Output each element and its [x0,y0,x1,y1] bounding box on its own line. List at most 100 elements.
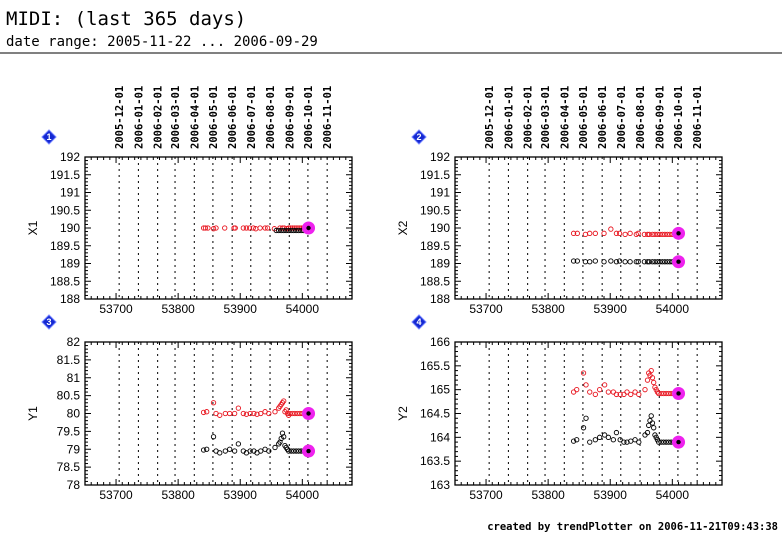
y-tick-label: 188.5 [50,274,80,288]
data-point-red [202,225,209,231]
panel-number-badge [41,314,57,330]
data-point-red [644,377,651,383]
data-point-black [665,439,672,445]
data-point-black [288,227,294,234]
data-point-black [286,227,292,234]
data-point-red [644,231,651,238]
data-point-red [292,410,298,417]
panel-number-badge [41,129,57,145]
data-point-red [217,412,223,418]
plot-frame [454,341,723,486]
data-point-black [295,227,302,234]
data-point-black [648,413,654,419]
month-tick-label: 2006-05-01 [578,86,590,149]
latest-marker-center [676,259,681,264]
y-tick-label: 189 [430,257,450,271]
data-point-red [570,230,577,236]
y-tick-label: 188 [430,292,450,306]
data-point-black [617,437,623,443]
data-point-red [601,382,608,388]
data-point-red [287,410,293,417]
data-point-red [294,410,301,417]
x-tick-label: 53900 [594,488,628,502]
data-point-red [587,230,593,236]
month-tick-label: 2006-01-01 [133,86,145,149]
data-point-black [641,259,648,265]
panel-1: 2005-12-01 2006-01-01 2006-02-01 2006-03-01… [26,86,353,316]
month-tick-label: 2006-02-01 [153,86,165,149]
data-point-red [662,231,668,238]
latest-marker-center [676,439,681,445]
data-point-black [295,448,302,454]
data-point-red [582,231,589,238]
data-point-red [258,410,264,417]
data-point-red [632,389,638,395]
data-point-black [580,425,587,431]
data-point-black [660,439,667,445]
data-point-black [592,258,598,264]
data-point-red [232,225,238,231]
data-point-red [243,411,250,417]
panel-number-badge [411,129,427,145]
panel-number-badge [411,314,427,330]
y-tick-label: 81.5 [57,353,81,367]
data-point-black [632,437,638,443]
y-tick-label: 80.5 [57,389,81,403]
data-point-red [210,226,217,232]
data-point-red [264,225,271,231]
data-point-red [250,225,256,231]
data-point-red [613,391,620,398]
data-point-red [592,391,598,398]
x-tick-label: 53700 [99,302,133,316]
month-tick-label: 2006-02-01 [523,86,535,149]
month-tick-label: 2006-04-01 [559,86,571,149]
data-point-red [574,230,580,236]
data-point-black [658,439,664,445]
data-point-black [273,227,279,234]
data-point-black [570,258,577,264]
y-tick-label: 164.5 [420,407,450,421]
data-point-red [608,226,614,232]
data-point-black [649,259,656,265]
data-point-black [587,259,593,265]
date-range-subtitle: date range: 2005-11-22 ... 2006-09-29 [6,34,318,50]
latest-marker-center [676,231,681,236]
data-point-black [210,434,217,440]
data-point-red [628,391,634,398]
y-tick-label: 191 [60,186,80,200]
panel-number-label: 3 [46,317,51,327]
page-title: MIDI: (last 365 days) [6,8,246,30]
month-tick-label: 2006-03-01 [540,86,552,149]
y-tick-label: 79.5 [57,424,81,438]
data-point-black [627,259,633,265]
panel-number-label: 1 [46,132,51,142]
data-point-red [592,230,598,236]
data-point-red [205,225,211,231]
data-point-red [622,231,628,238]
latest-marker-center [306,448,311,454]
month-tick-label: 2005-12-01 [114,86,126,149]
y-tick-label: 192 [60,150,80,164]
month-tick-label: 2006-11-01 [322,86,334,149]
data-point-black [258,448,264,454]
data-point-black [649,420,656,426]
panel-2: 2005-12-01 2006-01-01 2006-02-01 2006-03-01… [396,86,723,316]
data-point-black [587,439,593,445]
panel-number-label: 2 [416,132,421,142]
data-point-red [583,382,589,388]
y-tick-label: 188.5 [420,274,450,288]
data-point-red [617,391,623,398]
data-point-red [204,409,210,415]
data-point-black [644,429,651,436]
data-point-red [222,410,228,417]
y-tick-label: 188 [60,292,80,306]
data-point-red [257,225,263,231]
data-point-red [240,225,246,231]
data-point-red [627,230,633,236]
month-tick-label: 2006-07-01 [246,86,258,149]
data-point-black [651,425,657,431]
data-point-red [658,390,664,397]
y-tick-label: 80 [67,407,81,421]
footer-credit: created by trendPlotter on 2006-11-21T09… [487,521,778,533]
